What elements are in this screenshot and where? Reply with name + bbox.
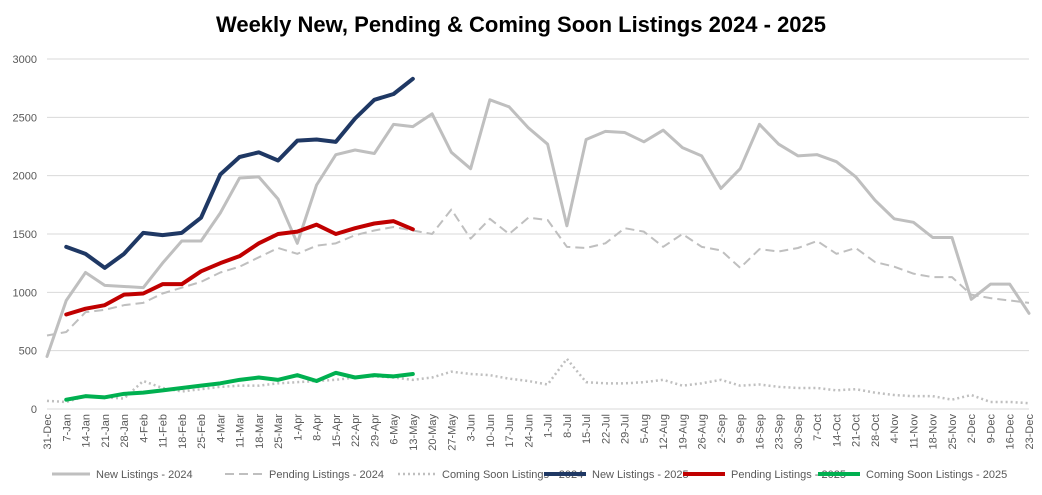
x-tick-label: 14-Jan	[81, 414, 93, 448]
x-tick-label: 1-Apr	[292, 414, 304, 441]
y-tick-label: 1500	[13, 229, 37, 241]
legend-item: New Listings - 2025	[544, 469, 689, 481]
x-tick-label: 11-Nov	[908, 414, 920, 449]
x-tick-label: 1-Jul	[543, 414, 555, 438]
x-tick-label: 11-Feb	[158, 414, 170, 448]
x-tick-label: 21-Jan	[100, 414, 112, 448]
legend-label: Pending Listings - 2025	[731, 469, 846, 481]
x-tick-label: 5-Aug	[639, 414, 651, 443]
x-tick-label: 8-Jul	[562, 414, 574, 438]
series-line	[46, 208, 1030, 337]
legend-item: New Listings - 2024	[52, 469, 193, 481]
x-tick-label: 18-Feb	[177, 414, 189, 449]
legend-label: Pending Listings - 2024	[269, 469, 384, 481]
y-tick-label: 1000	[13, 287, 37, 299]
legend-label: New Listings - 2024	[96, 469, 193, 481]
x-tick-label: 18-Mar	[254, 414, 266, 449]
y-tick-label: 3000	[13, 54, 37, 66]
x-tick-label: 29-Jul	[620, 414, 632, 444]
legend-item: Coming Soon Listings - 2025	[818, 469, 1007, 481]
x-tick-label: 25-Mar	[273, 414, 285, 449]
x-tick-label: 13-May	[408, 414, 420, 451]
x-tick-label: 8-Apr	[312, 414, 324, 441]
y-tick-label: 2000	[13, 171, 37, 183]
series-line	[64, 76, 415, 270]
x-tick-label: 4-Nov	[889, 414, 901, 444]
series-2	[46, 357, 1030, 405]
series-1	[46, 208, 1030, 337]
x-tick-label: 6-May	[389, 414, 401, 445]
x-tick-label: 27-May	[446, 414, 458, 451]
x-tick-label: 26-Aug	[697, 414, 709, 449]
x-tick-label: 16-Sep	[754, 414, 766, 449]
x-tick-label: 18-Nov	[928, 414, 940, 450]
x-tick-label: 9-Dec	[985, 414, 997, 444]
series-line	[64, 370, 415, 402]
x-tick-label: 2-Sep	[716, 414, 728, 443]
x-tick-label: 14-Oct	[831, 414, 843, 447]
legend-label: Coming Soon Listings - 2025	[866, 469, 1007, 481]
x-tick-label: 12-Aug	[658, 414, 670, 449]
x-tick-label: 19-Aug	[677, 414, 689, 449]
series-0	[45, 98, 1031, 358]
x-tick-label: 25-Feb	[196, 414, 208, 449]
x-tick-label: 28-Jan	[119, 414, 131, 448]
x-tick-label: 2-Dec	[966, 414, 978, 444]
x-tick-label: 16-Dec	[1005, 414, 1017, 450]
x-tick-label: 22-Jul	[600, 414, 612, 444]
x-tick-label: 29-Apr	[369, 414, 381, 447]
series-line	[46, 357, 1030, 405]
x-tick-label: 20-May	[427, 414, 439, 451]
x-tick-label: 9-Sep	[735, 414, 747, 443]
x-tick-label: 11-Mar	[235, 414, 247, 448]
x-tick-label: 24-Jun	[523, 414, 535, 448]
x-tick-label: 7-Jan	[61, 414, 73, 442]
x-tick-label: 28-Oct	[870, 414, 882, 447]
x-tick-label: 31-Dec	[42, 414, 54, 450]
x-tick-label: 4-Feb	[138, 414, 150, 443]
x-tick-label: 7-Oct	[812, 414, 824, 441]
x-tick-label: 25-Nov	[947, 414, 959, 450]
x-tick-label: 23-Sep	[774, 414, 786, 449]
legend-label: New Listings - 2025	[592, 469, 689, 481]
series-5	[64, 370, 415, 402]
x-tick-label: 30-Sep	[793, 414, 805, 449]
series-3	[64, 76, 415, 270]
x-tick-label: 3-Jun	[466, 414, 478, 442]
x-tick-label: 21-Oct	[851, 414, 863, 447]
x-tick-label: 15-Apr	[331, 414, 343, 447]
y-tick-label: 0	[31, 404, 37, 416]
x-tick-label: 17-Jun	[504, 414, 516, 448]
y-tick-label: 2500	[13, 112, 37, 124]
x-tick-label: 15-Jul	[581, 414, 593, 444]
y-tick-label: 500	[19, 346, 37, 358]
chart-title: Weekly New, Pending & Coming Soon Listin…	[215, 12, 827, 37]
x-tick-label: 4-Mar	[215, 414, 227, 443]
series-line	[45, 98, 1031, 358]
x-tick-label: 23-Dec	[1024, 414, 1036, 450]
x-tick-label: 22-Apr	[350, 414, 362, 447]
series-line	[64, 219, 415, 317]
x-tick-label: 10-Jun	[485, 414, 497, 448]
legend-item: Pending Listings - 2025	[683, 469, 846, 481]
series-4	[64, 219, 415, 317]
legend-item: Pending Listings - 2024	[225, 469, 384, 481]
